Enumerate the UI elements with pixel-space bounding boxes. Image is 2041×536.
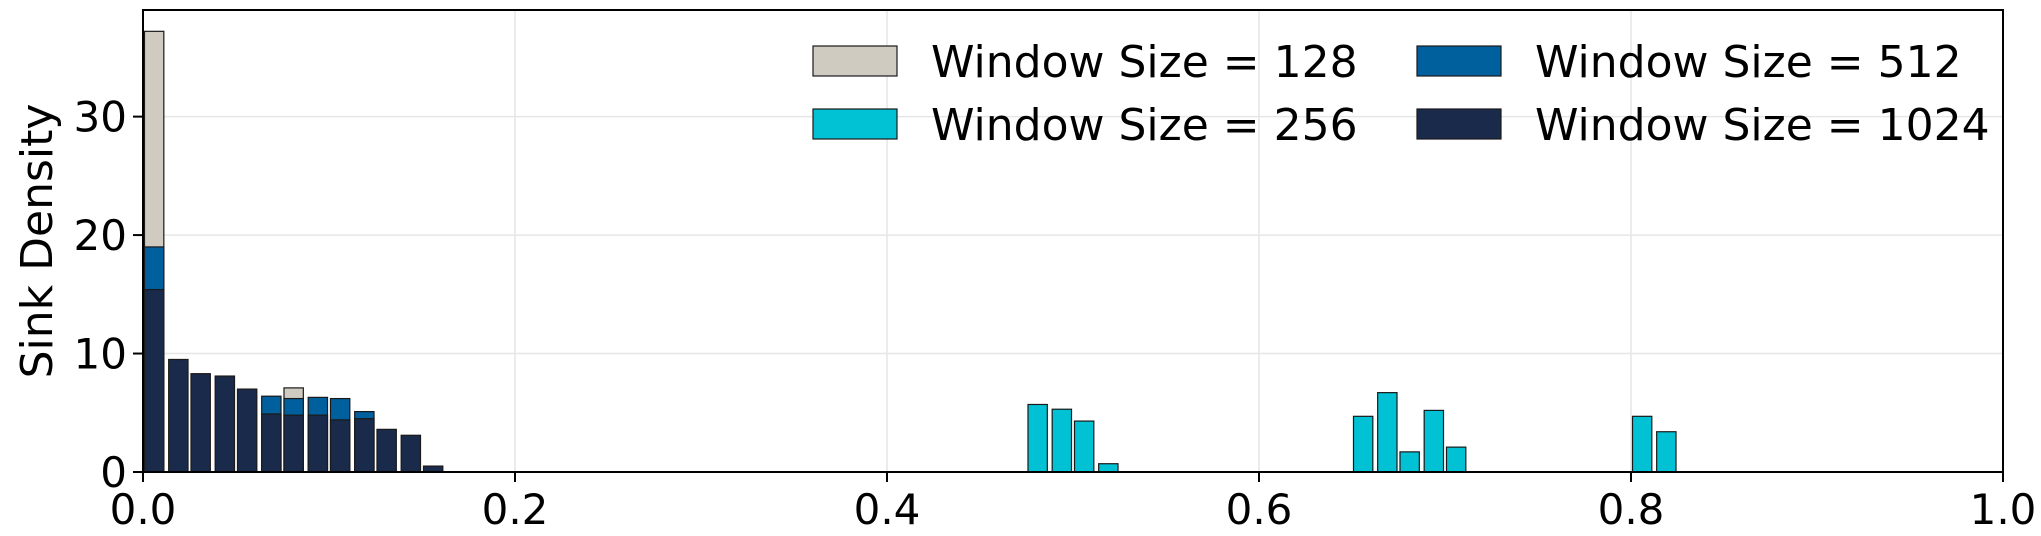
x-tick-label-3: 0.6: [1226, 485, 1293, 534]
bar-s3-1: [168, 358, 189, 473]
bar-s3-4: [236, 388, 258, 473]
legend-swatch-2: [1416, 45, 1502, 77]
plot-frame: [142, 9, 2004, 473]
series-1: [1027, 392, 1677, 473]
y-tick-label-1: 10: [74, 330, 127, 379]
bar-s1-6: [1399, 451, 1420, 473]
bar-s1-10: [1656, 431, 1677, 473]
bar-s1-4: [1352, 415, 1374, 473]
bar-s3-6: [283, 414, 304, 473]
bar-s1-9: [1631, 415, 1653, 473]
bar-s3-7: [307, 414, 329, 473]
bar-s3-10: [376, 428, 397, 473]
legend-swatch-0: [812, 45, 898, 77]
x-axis-ticks: 0.0 0.2 0.4 0.6 0.8 1.0: [110, 472, 2037, 534]
bar-s3-11: [400, 434, 422, 473]
bar-s3-9: [354, 418, 375, 473]
legend-label-2: Window Size = 512: [1535, 37, 1962, 88]
bar-s3-2: [190, 373, 211, 473]
bar-s1-8: [1445, 446, 1467, 473]
legend-swatch-1: [812, 108, 898, 140]
x-tick-label-4: 0.8: [1598, 485, 1665, 534]
bar-s1-0: [1027, 403, 1048, 473]
bar-s1-5: [1377, 392, 1398, 473]
x-tick-label-5: 1.0: [1970, 485, 2037, 534]
bar-s3-3: [214, 375, 236, 473]
x-tick-label-2: 0.4: [854, 485, 921, 534]
bars-layer: [143, 30, 1677, 473]
x-tick-label-1: 0.2: [482, 485, 549, 534]
bar-s1-7: [1423, 409, 1445, 473]
bar-s3-5: [261, 413, 282, 473]
bar-s1-2: [1073, 420, 1095, 473]
bar-s3-8: [329, 419, 351, 473]
y-tick-label-3: 30: [74, 93, 127, 142]
bar-s1-1: [1051, 408, 1073, 473]
bar-s3-0: [143, 288, 165, 473]
legend-label-1: Window Size = 256: [931, 100, 1358, 151]
legend-swatch-3: [1416, 108, 1502, 140]
legend-label-3: Window Size = 1024: [1535, 100, 1990, 151]
series-3: [143, 288, 444, 473]
y-tick-label-0: 0: [100, 448, 127, 497]
bar-s1-3: [1098, 463, 1119, 473]
y-axis-title: Sink Density: [12, 104, 63, 379]
y-axis-ticks: 0 10 20 30: [74, 93, 143, 497]
y-tick-label-2: 20: [74, 211, 127, 260]
legend-label-0: Window Size = 128: [931, 37, 1358, 88]
legend: Window Size = 128 Window Size = 256 Window…: [812, 37, 1990, 151]
x-tick-label-0: 0.0: [110, 485, 177, 534]
